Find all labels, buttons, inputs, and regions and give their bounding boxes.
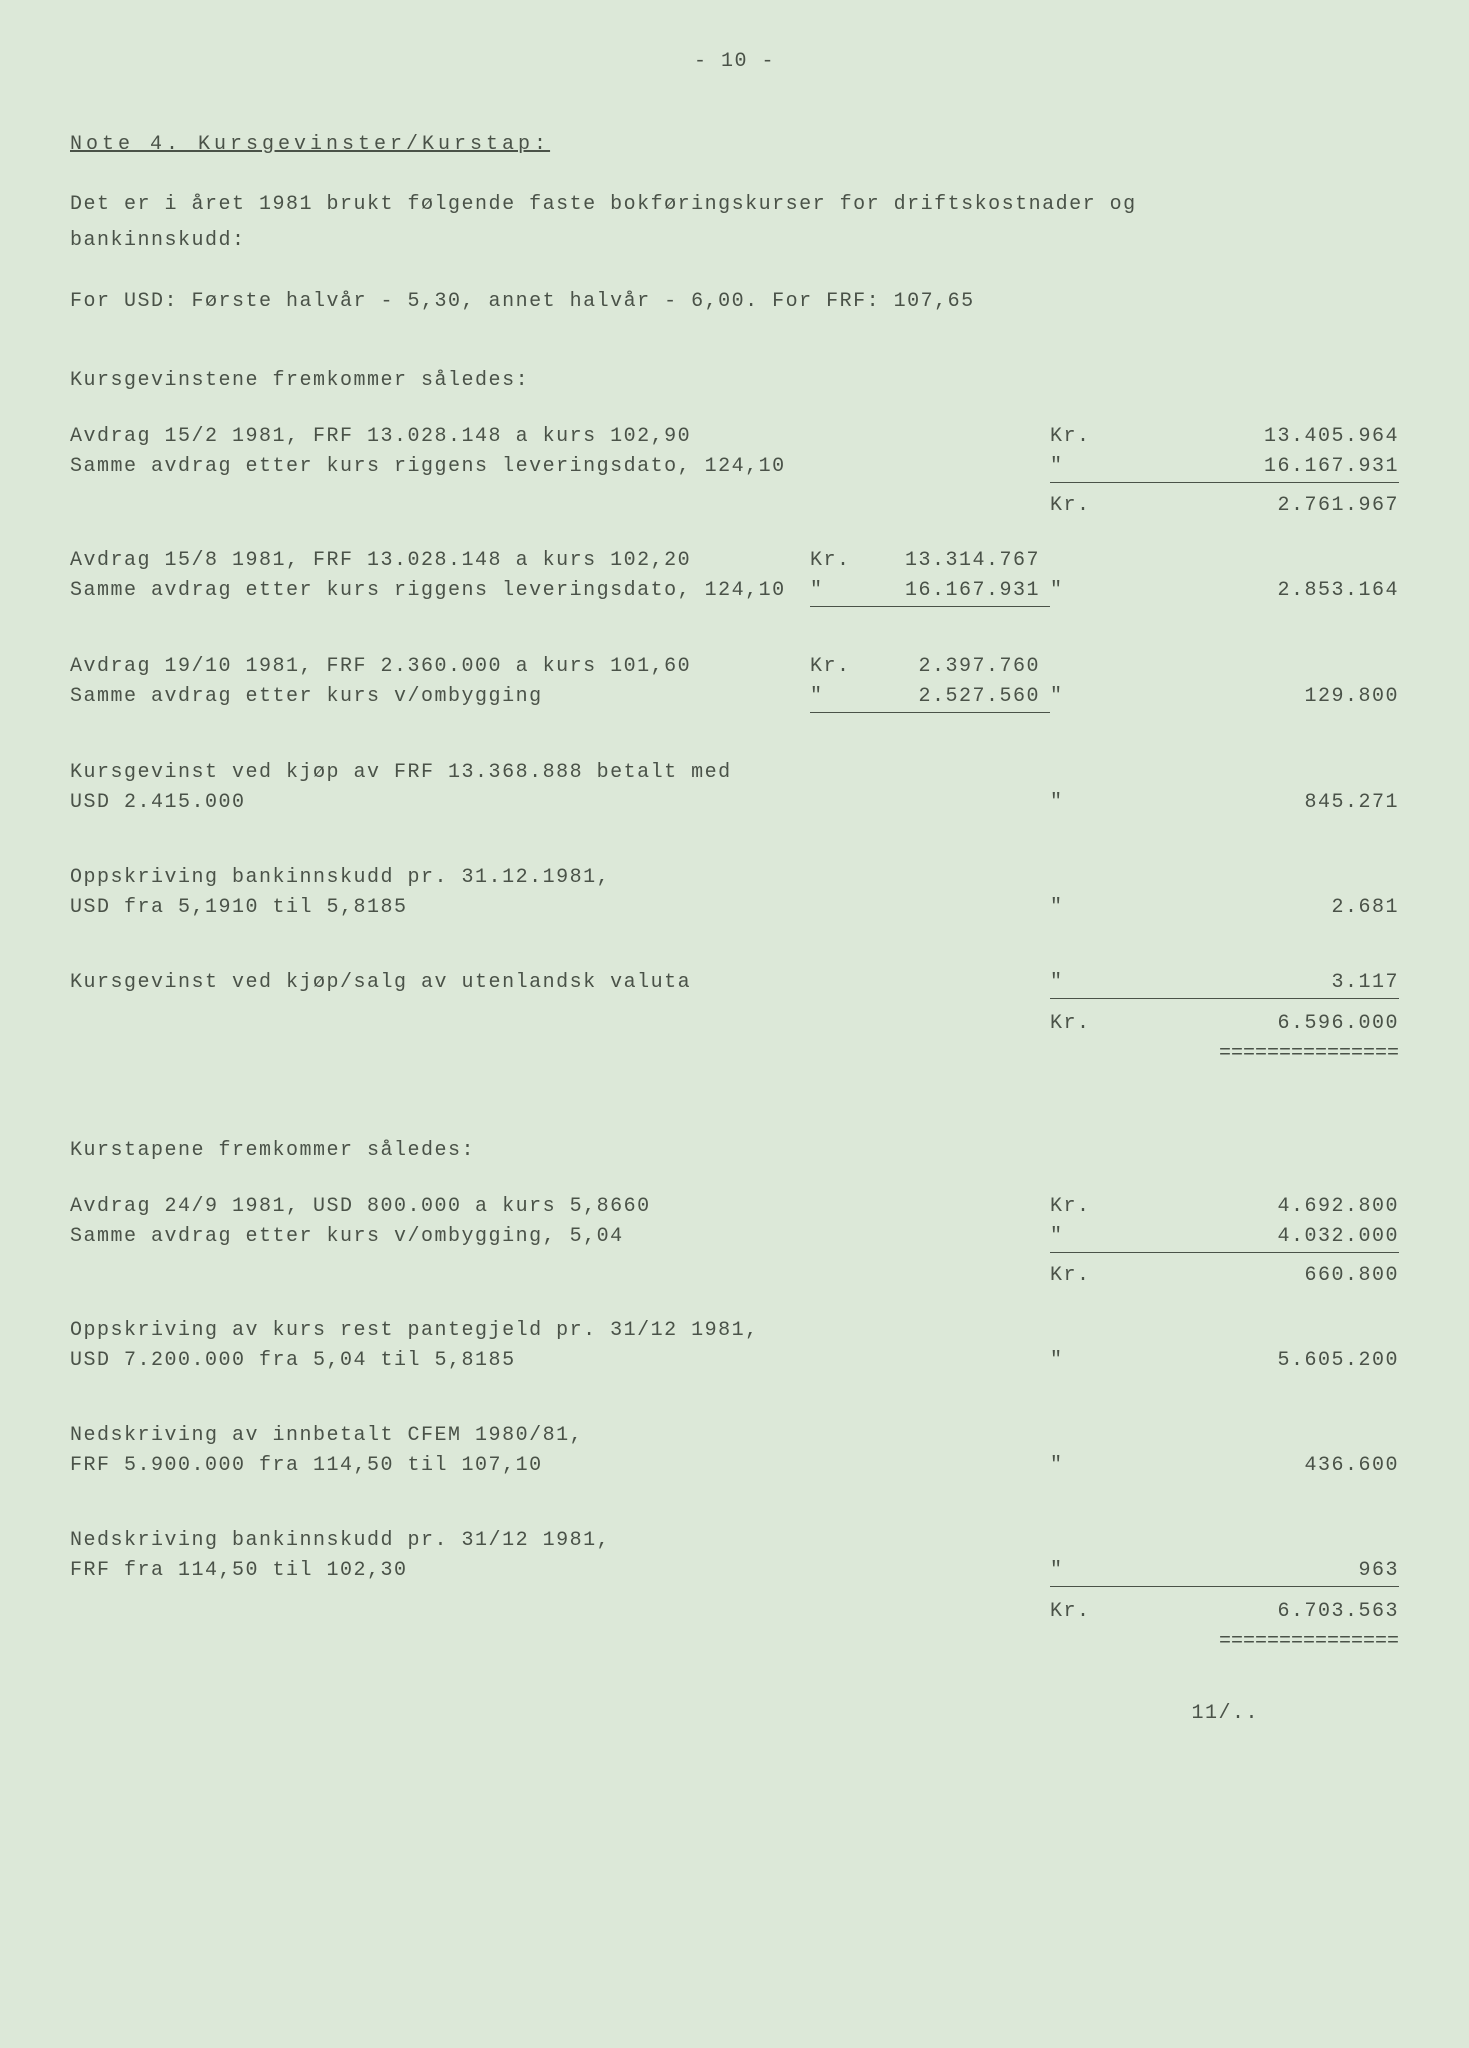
amount-value: 660.800 (1110, 1261, 1399, 1291)
currency-label: " (1050, 788, 1110, 818)
currency-label: " (1050, 452, 1110, 483)
amount-value: 2.761.967 (1110, 491, 1399, 521)
amount-value: 13.405.964 (1110, 422, 1399, 452)
gains-subtotal-row: Kr. 2.761.967 (70, 491, 1399, 521)
gains-row: Samme avdrag etter kurs riggens levering… (70, 576, 1399, 607)
gains-total-underline: =============== (70, 1039, 1399, 1069)
intro-line-3: For USD: Første halvår - 5,30, annet hal… (70, 288, 1399, 316)
currency-label: " (1050, 968, 1110, 999)
note-heading: Note 4. Kursgevinster/Kurstap: (70, 133, 1399, 156)
currency-label: Kr. (1050, 1009, 1110, 1039)
currency-label: " (1050, 1556, 1110, 1587)
losses-row: FRF 5.900.000 fra 114,50 til 107,10 " 43… (70, 1451, 1399, 1481)
amount-value: 963 (1110, 1556, 1399, 1587)
amount-value: 6.596.000 (1110, 1009, 1399, 1039)
losses-row: FRF fra 114,50 til 102,30 " 963 (70, 1556, 1399, 1587)
intro-line-1: Det er i året 1981 brukt følgende faste … (70, 191, 1399, 219)
losses-subtotal-row: Kr. 660.800 (70, 1261, 1399, 1291)
currency-label: " (810, 576, 870, 607)
amount-value: 13.314.767 (870, 546, 1050, 576)
gains-row: Avdrag 19/10 1981, FRF 2.360.000 a kurs … (70, 652, 1399, 682)
losses-total-underline: =============== (70, 1627, 1399, 1657)
amount-value: 6.703.563 (1110, 1597, 1399, 1627)
losses-row: USD 7.200.000 fra 5,04 til 5,8185 " 5.60… (70, 1346, 1399, 1376)
row-desc: USD 7.200.000 fra 5,04 til 5,8185 (70, 1346, 810, 1376)
row-desc: Nedskriving bankinnskudd pr. 31/12 1981, (70, 1526, 810, 1556)
amount-value: 2.527.560 (870, 682, 1050, 713)
row-desc: Kursgevinst ved kjøp av FRF 13.368.888 b… (70, 758, 810, 788)
row-desc: Samme avdrag etter kurs v/ombygging, 5,0… (70, 1222, 810, 1253)
currency-label: " (1050, 682, 1110, 713)
row-desc: Samme avdrag etter kurs v/ombygging (70, 682, 810, 713)
row-desc: FRF fra 114,50 til 102,30 (70, 1556, 810, 1587)
amount-value: 2.853.164 (1110, 576, 1399, 607)
currency-label: " (810, 682, 870, 713)
currency-label: Kr. (810, 652, 870, 682)
row-desc: Avdrag 15/8 1981, FRF 13.028.148 a kurs … (70, 546, 810, 576)
amount-value: 16.167.931 (870, 576, 1050, 607)
row-desc: Oppskriving av kurs rest pantegjeld pr. … (70, 1316, 810, 1346)
row-desc: Oppskriving bankinnskudd pr. 31.12.1981, (70, 863, 810, 893)
gains-row: USD 2.415.000 " 845.271 (70, 788, 1399, 818)
currency-label: " (1050, 893, 1110, 923)
row-desc: USD 2.415.000 (70, 788, 810, 818)
amount-value: 3.117 (1110, 968, 1399, 999)
row-desc: Avdrag 15/2 1981, FRF 13.028.148 a kurs … (70, 422, 810, 452)
row-desc: Kursgevinst ved kjøp/salg av utenlandsk … (70, 968, 810, 999)
amount-value: 4.692.800 (1110, 1192, 1399, 1222)
gains-row: Avdrag 15/2 1981, FRF 13.028.148 a kurs … (70, 422, 1399, 452)
gains-row: Avdrag 15/8 1981, FRF 13.028.148 a kurs … (70, 546, 1399, 576)
row-desc: Avdrag 19/10 1981, FRF 2.360.000 a kurs … (70, 652, 810, 682)
row-desc: Nedskriving av innbetalt CFEM 1980/81, (70, 1421, 810, 1451)
currency-label: Kr. (1050, 1192, 1110, 1222)
amount-value: 129.800 (1110, 682, 1399, 713)
gains-row: Oppskriving bankinnskudd pr. 31.12.1981, (70, 863, 1399, 893)
gains-row: USD fra 5,1910 til 5,8185 " 2.681 (70, 893, 1399, 923)
row-desc: FRF 5.900.000 fra 114,50 til 107,10 (70, 1451, 810, 1481)
gains-heading: Kursgevinstene fremkommer således: (70, 369, 1399, 392)
losses-row: Samme avdrag etter kurs v/ombygging, 5,0… (70, 1222, 1399, 1253)
currency-label: " (1050, 1451, 1110, 1481)
row-desc: Samme avdrag etter kurs riggens levering… (70, 452, 810, 483)
currency-label: " (1050, 1222, 1110, 1253)
gains-row: Samme avdrag etter kurs riggens levering… (70, 452, 1399, 483)
currency-label: Kr. (1050, 1597, 1110, 1627)
losses-row: Nedskriving bankinnskudd pr. 31/12 1981, (70, 1526, 1399, 1556)
page-number: - 10 - (70, 50, 1399, 73)
losses-row: Avdrag 24/9 1981, USD 800.000 a kurs 5,8… (70, 1192, 1399, 1222)
amount-value: 2.397.760 (870, 652, 1050, 682)
losses-total-row: Kr. 6.703.563 (70, 1597, 1399, 1627)
amount-value: 5.605.200 (1110, 1346, 1399, 1376)
row-desc: Samme avdrag etter kurs riggens levering… (70, 576, 810, 607)
row-desc: Avdrag 24/9 1981, USD 800.000 a kurs 5,8… (70, 1192, 810, 1222)
intro-line-2: bankinnskudd: (70, 227, 1399, 255)
continuation-marker: 11/.. (70, 1702, 1399, 1725)
gains-row: Kursgevinst ved kjøp av FRF 13.368.888 b… (70, 758, 1399, 788)
amount-value: 845.271 (1110, 788, 1399, 818)
currency-label: " (1050, 1346, 1110, 1376)
currency-label: " (1050, 576, 1110, 607)
losses-heading: Kurstapene fremkommer således: (70, 1139, 1399, 1162)
double-underline: =============== (1110, 1627, 1399, 1657)
currency-label: Kr. (1050, 422, 1110, 452)
row-desc: USD fra 5,1910 til 5,8185 (70, 893, 810, 923)
losses-row: Oppskriving av kurs rest pantegjeld pr. … (70, 1316, 1399, 1346)
gains-row: Samme avdrag etter kurs v/ombygging " 2.… (70, 682, 1399, 713)
currency-label: Kr. (1050, 1261, 1110, 1291)
losses-row: Nedskriving av innbetalt CFEM 1980/81, (70, 1421, 1399, 1451)
amount-value: 4.032.000 (1110, 1222, 1399, 1253)
gains-total-row: Kr. 6.596.000 (70, 1009, 1399, 1039)
amount-value: 436.600 (1110, 1451, 1399, 1481)
amount-value: 16.167.931 (1110, 452, 1399, 483)
currency-label: Kr. (810, 546, 870, 576)
double-underline: =============== (1110, 1039, 1399, 1069)
currency-label: Kr. (1050, 491, 1110, 521)
amount-value: 2.681 (1110, 893, 1399, 923)
gains-row: Kursgevinst ved kjøp/salg av utenlandsk … (70, 968, 1399, 999)
